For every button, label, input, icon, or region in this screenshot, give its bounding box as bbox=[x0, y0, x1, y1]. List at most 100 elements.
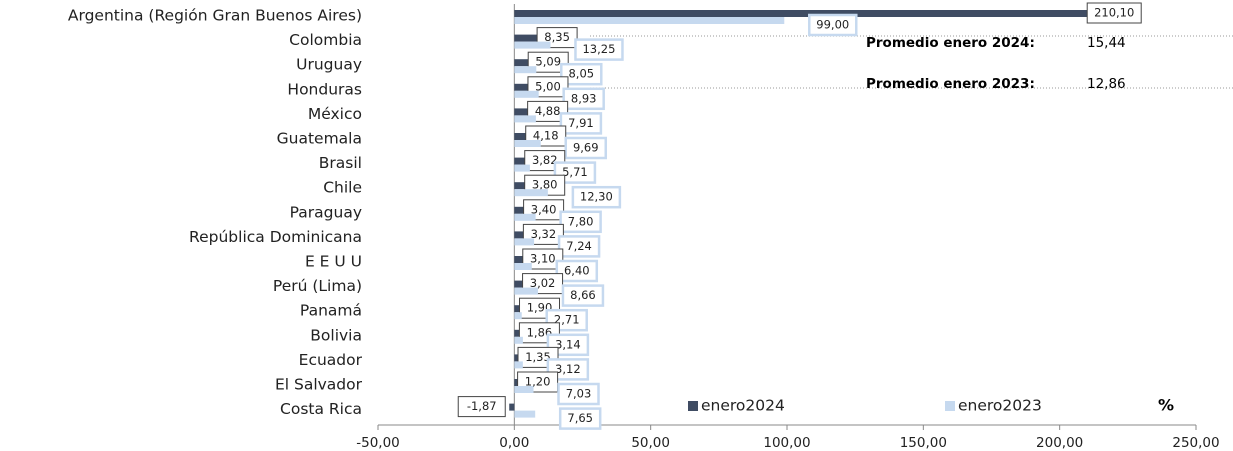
annotation-value: 12,86 bbox=[1087, 76, 1126, 92]
legend-label: enero2024 bbox=[701, 397, 785, 415]
data-label: 1,20 bbox=[525, 375, 551, 389]
bar bbox=[514, 133, 526, 140]
bar bbox=[514, 329, 520, 337]
category-label: Colombia bbox=[289, 31, 362, 49]
label-box bbox=[561, 284, 605, 307]
bar bbox=[514, 17, 785, 24]
x-tick-label: 100,00 bbox=[763, 435, 810, 451]
data-label: 4,88 bbox=[535, 104, 561, 118]
data-label: 3,40 bbox=[531, 202, 557, 216]
bar bbox=[514, 59, 529, 67]
x-tick-label: 0,00 bbox=[499, 435, 529, 451]
data-label: 3,12 bbox=[555, 362, 581, 376]
label-box bbox=[808, 13, 858, 37]
data-label: 7,03 bbox=[566, 387, 592, 401]
data-label: 8,05 bbox=[568, 67, 594, 81]
label-box bbox=[562, 87, 605, 111]
bar bbox=[514, 115, 536, 123]
bar bbox=[514, 361, 523, 369]
x-tick-label: 150,00 bbox=[900, 435, 947, 451]
category-label: Paraguay bbox=[290, 203, 362, 221]
data-label: 3,32 bbox=[531, 227, 557, 241]
bar bbox=[514, 206, 524, 214]
bar bbox=[514, 213, 536, 221]
bar bbox=[514, 256, 523, 263]
category-label: Uruguay bbox=[296, 56, 362, 74]
bar bbox=[509, 403, 515, 411]
bar bbox=[514, 263, 532, 270]
label-box bbox=[522, 248, 564, 270]
data-label: 99,00 bbox=[816, 18, 849, 32]
bar bbox=[514, 312, 522, 320]
data-label: 2,71 bbox=[554, 313, 580, 327]
bar bbox=[514, 157, 525, 165]
category-label: El Salvador bbox=[275, 376, 363, 394]
bar bbox=[514, 164, 530, 172]
label-box bbox=[559, 112, 603, 135]
category-label: Bolivia bbox=[310, 326, 362, 344]
x-tick-label: 200,00 bbox=[1036, 435, 1083, 451]
data-label: 13,25 bbox=[582, 42, 615, 56]
category-label: México bbox=[308, 105, 362, 123]
category-label: Brasil bbox=[319, 154, 362, 172]
bar bbox=[514, 140, 541, 147]
data-label: 9,69 bbox=[573, 141, 599, 155]
bar bbox=[514, 83, 528, 91]
legend-swatch bbox=[688, 401, 698, 411]
data-label: 3,80 bbox=[532, 178, 558, 192]
annotation-value: 15,44 bbox=[1087, 35, 1126, 51]
bar bbox=[514, 280, 523, 288]
data-label: 8,93 bbox=[571, 91, 597, 105]
data-label: 7,80 bbox=[568, 214, 594, 228]
data-label: 1,35 bbox=[525, 350, 551, 364]
bar bbox=[514, 41, 551, 49]
label-box bbox=[527, 51, 569, 73]
data-label: 5,09 bbox=[535, 55, 561, 69]
category-label: Guatemala bbox=[277, 130, 362, 148]
data-label: 3,02 bbox=[530, 276, 556, 290]
label-box bbox=[557, 382, 600, 406]
bar bbox=[514, 305, 520, 313]
label-box bbox=[1086, 2, 1142, 24]
data-label: 5,00 bbox=[535, 79, 561, 93]
bar bbox=[514, 354, 519, 362]
category-label: Perú (Lima) bbox=[273, 277, 362, 295]
legend-swatch bbox=[945, 401, 955, 411]
label-box bbox=[558, 407, 602, 430]
label-box bbox=[557, 235, 601, 258]
label-box bbox=[560, 62, 603, 86]
bar bbox=[514, 287, 538, 295]
data-label: 5,71 bbox=[562, 165, 588, 179]
category-label: Honduras bbox=[287, 80, 362, 98]
label-box bbox=[564, 136, 608, 160]
bar bbox=[514, 231, 524, 239]
category-label: Ecuador bbox=[299, 351, 363, 369]
category-label: Costa Rica bbox=[280, 400, 362, 418]
bar bbox=[514, 336, 523, 344]
data-label: 3,14 bbox=[555, 337, 581, 351]
x-tick-label: -50,00 bbox=[356, 435, 400, 451]
bar bbox=[514, 379, 518, 386]
label-box bbox=[457, 396, 506, 418]
annotation: Promedio enero 2023: bbox=[866, 76, 1035, 92]
bar bbox=[514, 386, 534, 393]
label-box bbox=[574, 38, 624, 61]
label-box bbox=[555, 259, 599, 283]
data-label: 8,35 bbox=[544, 30, 570, 44]
bar bbox=[514, 108, 528, 116]
bar bbox=[514, 10, 1088, 17]
category-label: República Dominicana bbox=[189, 228, 362, 246]
category-label: Panamá bbox=[300, 302, 362, 320]
data-label: 6,40 bbox=[564, 264, 590, 278]
x-tick-label: 50,00 bbox=[631, 435, 670, 451]
x-tick-label: 250,00 bbox=[1172, 435, 1219, 451]
category-label: E E U U bbox=[305, 253, 362, 271]
data-label: 3,10 bbox=[530, 252, 556, 266]
data-label: 210,10 bbox=[1094, 6, 1134, 20]
legend-label: enero2023 bbox=[958, 397, 1042, 415]
bar bbox=[514, 90, 539, 98]
data-label: 12,30 bbox=[580, 190, 613, 204]
data-label: 4,18 bbox=[533, 129, 559, 143]
data-label: -1,87 bbox=[467, 399, 497, 413]
